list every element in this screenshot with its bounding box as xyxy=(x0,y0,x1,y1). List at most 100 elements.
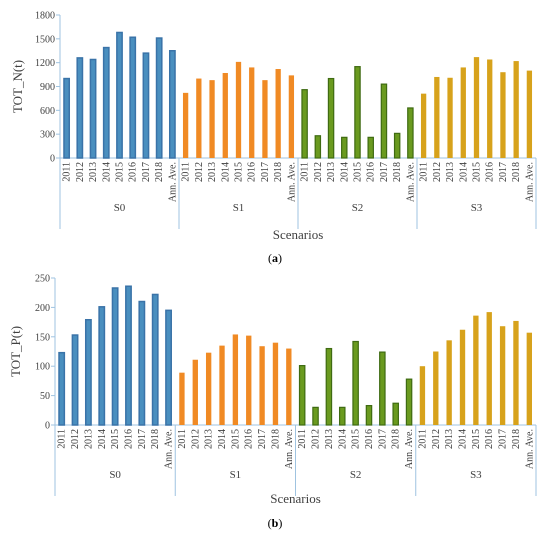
p1-category-label: 2018 xyxy=(154,162,165,182)
p2-category-label: 2016 xyxy=(364,429,375,449)
p1-category-label: 2014 xyxy=(220,162,231,182)
p1-category-label: Ann. Ave. xyxy=(167,162,178,202)
p2-bar-S2-2015 xyxy=(352,340,359,426)
p2-y-tick-label: 150 xyxy=(35,332,50,343)
p2-bar-S2-2016 xyxy=(365,404,373,426)
p2-category-label: 2015 xyxy=(110,429,121,449)
p2-bar-S2-AnnAve xyxy=(405,378,413,426)
p2-category-label: 2013 xyxy=(324,429,335,449)
p2-bar-S3-2017 xyxy=(499,326,506,425)
p1-bar-S2-2013 xyxy=(327,77,335,159)
p1-bar-S3-2014 xyxy=(460,67,466,158)
p1-category-label: 2013 xyxy=(207,162,218,182)
p1-bar-S0-2018 xyxy=(155,37,163,159)
p1-bar-S1-2012 xyxy=(196,78,202,158)
p2-category-label: 2015 xyxy=(471,429,482,449)
p2-group-label: S0 xyxy=(109,469,121,481)
p2-group-label: S2 xyxy=(350,469,362,481)
p1-category-label: 2014 xyxy=(101,162,112,182)
p1-bar-S2-2012 xyxy=(314,135,322,159)
p2-bar-S0-AnnAve xyxy=(165,309,172,426)
p2-bar-S2-2018 xyxy=(392,402,399,426)
p2-category-label: 2018 xyxy=(150,429,161,449)
p1-bar-S0-AnnAve xyxy=(168,50,176,159)
p1-y-tick-label: 300 xyxy=(40,130,55,141)
p2-category-label: 2016 xyxy=(244,429,255,449)
p2-bar-S0-2016 xyxy=(125,285,132,426)
p2-category-label: 2018 xyxy=(391,429,402,449)
p1-bar-S2-AnnAve xyxy=(407,107,414,159)
p2-category-label: 2014 xyxy=(337,429,348,449)
p2-category-label: 2014 xyxy=(97,429,108,449)
p2-category-label: 2016 xyxy=(484,429,495,449)
p2-bar-S2-2013 xyxy=(325,347,333,426)
p1-bar-S2-2018 xyxy=(393,132,401,159)
p1-category-label: 2013 xyxy=(326,162,337,182)
p2-category-label: 2012 xyxy=(70,429,81,449)
p2-category-label: 2012 xyxy=(311,429,322,449)
p1-bar-S0-2013 xyxy=(89,58,97,159)
p2-bar-S3-AnnAve xyxy=(526,332,532,425)
p1-group-label: S1 xyxy=(233,202,245,214)
panel-a-label: (a) xyxy=(268,251,282,265)
p1-bar-S2-2017 xyxy=(380,83,388,159)
p1-category-label: Ann. Ave. xyxy=(286,162,297,202)
p1-category-label: 2013 xyxy=(445,162,456,182)
p2-category-label: 2014 xyxy=(217,429,228,449)
p2-bar-S0-2017 xyxy=(138,300,146,426)
p1-y-tick-label: 1200 xyxy=(35,58,55,69)
p1-category-label: 2016 xyxy=(366,162,377,182)
p2-category-label: 2017 xyxy=(498,429,509,449)
p2-bar-S0-2018 xyxy=(151,293,159,426)
p1-group-label: S0 xyxy=(114,202,126,214)
p1-bar-S0-2014 xyxy=(102,46,110,159)
p2-category-label: 2011 xyxy=(417,429,428,449)
p1-category-label: 2011 xyxy=(419,162,430,182)
p2-category-label: Ann. Ave. xyxy=(404,429,415,469)
p2-bar-S2-2012 xyxy=(312,406,319,426)
p2-category-label: 2012 xyxy=(190,429,201,449)
p1-bar-S1-2015 xyxy=(235,61,242,158)
p2-category-label: 2013 xyxy=(444,429,455,449)
p2-y-tick-label: 50 xyxy=(40,391,50,402)
p1-bar-S1-2018 xyxy=(275,69,281,158)
p1-bar-S0-2017 xyxy=(142,52,150,159)
p2-category-label: Ann. Ave. xyxy=(524,429,535,469)
p2-x-axis-title: Scenarios xyxy=(270,491,321,506)
p1-category-label: 2017 xyxy=(260,162,271,182)
p2-bar-S0-2015 xyxy=(111,287,119,426)
p1-bar-S2-2015 xyxy=(354,66,361,159)
p2-bar-S0-2011 xyxy=(58,351,66,426)
p1-bar-S3-2015 xyxy=(473,57,480,158)
p2-y-tick-label: 200 xyxy=(35,303,50,314)
p1-category-label: 2012 xyxy=(75,162,86,182)
p1-y-axis-title: TOT_N(t) xyxy=(10,60,25,113)
p1-category-label: 2017 xyxy=(379,162,390,182)
p1-category-label: Ann. Ave. xyxy=(524,162,535,202)
p2-category-label: 2014 xyxy=(458,429,469,449)
p2-category-label: 2017 xyxy=(137,429,148,449)
p2-category-label: 2015 xyxy=(230,429,241,449)
p2-bar-S3-2018 xyxy=(513,320,519,425)
p1-group-label: S2 xyxy=(352,202,364,214)
p2-bar-S1-2014 xyxy=(219,345,225,425)
p2-group-label: S1 xyxy=(230,469,242,481)
p2-bar-S1-2013 xyxy=(205,352,212,425)
p2-category-label: 2018 xyxy=(511,429,522,449)
p1-bar-S0-2012 xyxy=(76,57,84,159)
p1-bar-S1-2011 xyxy=(182,92,189,158)
p2-category-label: 2011 xyxy=(57,429,68,449)
p1-y-tick-label: 900 xyxy=(40,82,55,93)
p2-bar-S3-2012 xyxy=(433,351,439,425)
p2-bar-S3-2011 xyxy=(419,366,426,425)
p1-bar-S3-2018 xyxy=(513,61,519,159)
p1-category-label: 2017 xyxy=(141,162,152,182)
p1-bar-S2-2014 xyxy=(341,136,348,159)
p2-bar-S1-2017 xyxy=(259,346,265,425)
p2-bar-S1-2015 xyxy=(232,334,239,425)
p1-bar-S3-2016 xyxy=(487,59,493,158)
panel-a-letter: a xyxy=(272,251,278,265)
p1-category-label: 2012 xyxy=(194,162,205,182)
p1-bar-S1-2016 xyxy=(249,67,255,158)
p2-bar-S0-2012 xyxy=(71,334,79,426)
